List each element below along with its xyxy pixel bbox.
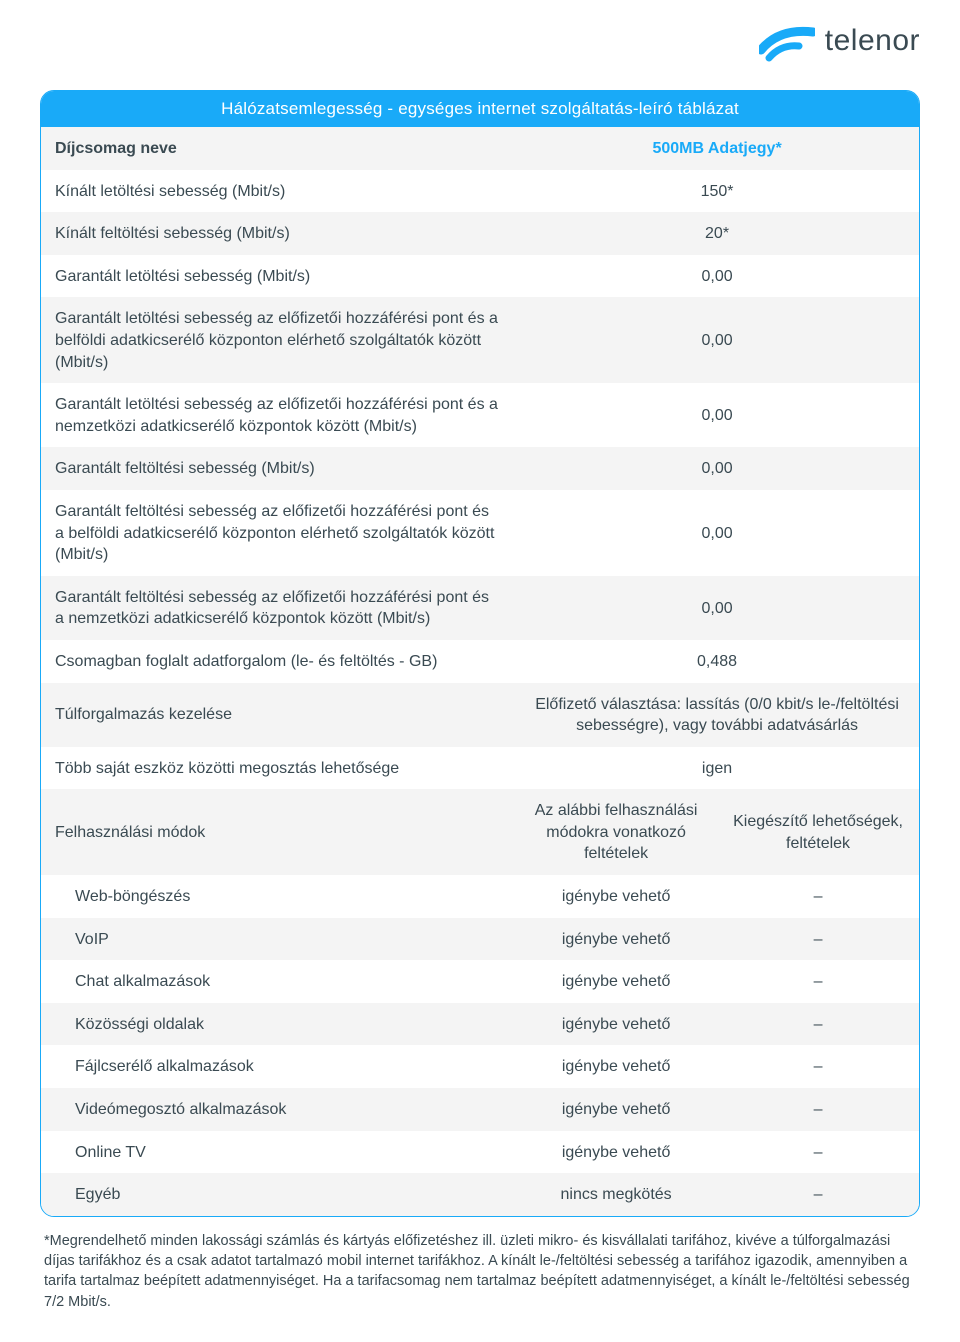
usage-values: igénybe vehető – — [515, 961, 919, 1003]
usage-row: Közösségi oldalak igénybe vehető – — [41, 1003, 919, 1046]
row-value: Előfizető választása: lassítás (0/0 kbit… — [515, 684, 919, 747]
usage-label: Videómegosztó alkalmazások — [41, 1089, 515, 1131]
table-row: Több saját eszköz közötti megosztás lehe… — [41, 747, 919, 790]
usage-header-row: Felhasználási módok Az alábbi felhasznál… — [41, 789, 919, 875]
table-row: Csomagban foglalt adatforgalom (le- és f… — [41, 640, 919, 683]
row-value: 0,00 — [515, 577, 919, 640]
usage-header-values: Az alábbi felhasználási módokra vonatkoz… — [515, 790, 919, 875]
logo-row: telenor — [40, 20, 920, 90]
usage-row: Web-böngészés igénybe vehető – — [41, 875, 919, 918]
row-label: Garantált feltöltési sebesség (Mbit/s) — [41, 448, 515, 490]
usage-c2: – — [717, 1132, 919, 1174]
row-value: 0,00 — [515, 384, 919, 447]
usage-values: nincs megkötés – — [515, 1174, 919, 1216]
row-value: 0,00 — [515, 256, 919, 298]
usage-values: igénybe vehető – — [515, 919, 919, 961]
usage-c2: – — [717, 919, 919, 961]
table-row: Garantált feltöltési sebesség (Mbit/s) 0… — [41, 447, 919, 490]
usage-c2: – — [717, 876, 919, 918]
footnote: *Megrendelhető minden lakossági számlás … — [40, 1217, 920, 1312]
usage-label: Közösségi oldalak — [41, 1004, 515, 1046]
usage-values: igénybe vehető – — [515, 1046, 919, 1088]
table-title: Hálózatsemlegesség - egységes internet s… — [41, 91, 919, 127]
usage-values: igénybe vehető – — [515, 1132, 919, 1174]
row-value: 0,00 — [515, 448, 919, 490]
row-label: Garantált letöltési sebesség az előfizet… — [41, 384, 515, 447]
usage-values: igénybe vehető – — [515, 876, 919, 918]
row-value: 20* — [515, 213, 919, 255]
row-value: 150* — [515, 171, 919, 213]
table-body: Díjcsomag neve 500MB Adatjegy* Kínált le… — [41, 127, 919, 1216]
table-row: Garantált letöltési sebesség az előfizet… — [41, 383, 919, 447]
row-value: 0,00 — [515, 491, 919, 576]
usage-row: Online TV igénybe vehető – — [41, 1131, 919, 1174]
usage-label: VoIP — [41, 919, 515, 961]
row-label: Garantált letöltési sebesség (Mbit/s) — [41, 256, 515, 298]
header-label: Díjcsomag neve — [41, 128, 515, 170]
neutrality-table: Hálózatsemlegesség - egységes internet s… — [40, 90, 920, 1217]
usage-c2: – — [717, 1174, 919, 1216]
usage-label: Online TV — [41, 1132, 515, 1174]
usage-label: Web-böngészés — [41, 876, 515, 918]
usage-header-col1: Az alábbi felhasználási módokra vonatkoz… — [515, 790, 717, 875]
usage-c1: igénybe vehető — [515, 1132, 717, 1174]
usage-row: Chat alkalmazások igénybe vehető – — [41, 960, 919, 1003]
row-label: Csomagban foglalt adatforgalom (le- és f… — [41, 641, 515, 683]
usage-c1: igénybe vehető — [515, 1046, 717, 1088]
row-value: 0,00 — [515, 298, 919, 383]
row-label: Túlforgalmazás kezelése — [41, 684, 515, 747]
usage-c1: igénybe vehető — [515, 876, 717, 918]
table-row: Garantált letöltési sebesség az előfizet… — [41, 297, 919, 383]
usage-row: Egyéb nincs megkötés – — [41, 1173, 919, 1216]
usage-c2: – — [717, 961, 919, 1003]
row-value: igen — [515, 748, 919, 790]
usage-c1: igénybe vehető — [515, 1004, 717, 1046]
table-row: Túlforgalmazás kezelése Előfizető válasz… — [41, 683, 919, 747]
usage-c1: nincs megkötés — [515, 1174, 717, 1216]
usage-c2: – — [717, 1089, 919, 1131]
usage-header-label: Felhasználási módok — [41, 790, 515, 875]
usage-c2: – — [717, 1004, 919, 1046]
row-label: Garantált feltöltési sebesség az előfize… — [41, 491, 515, 576]
usage-c1: igénybe vehető — [515, 919, 717, 961]
usage-label: Chat alkalmazások — [41, 961, 515, 1003]
row-label: Több saját eszköz közötti megosztás lehe… — [41, 748, 515, 790]
usage-c2: – — [717, 1046, 919, 1088]
table-row: Garantált feltöltési sebesség az előfize… — [41, 490, 919, 576]
table-row: Kínált letöltési sebesség (Mbit/s) 150* — [41, 170, 919, 213]
header-value: 500MB Adatjegy* — [515, 128, 919, 170]
usage-values: igénybe vehető – — [515, 1004, 919, 1046]
row-header: Díjcsomag neve 500MB Adatjegy* — [41, 127, 919, 170]
table-row: Garantált feltöltési sebesség az előfize… — [41, 576, 919, 640]
row-label: Garantált letöltési sebesség az előfizet… — [41, 298, 515, 383]
usage-c1: igénybe vehető — [515, 1089, 717, 1131]
usage-label: Fájlcserélő alkalmazások — [41, 1046, 515, 1088]
usage-row: VoIP igénybe vehető – — [41, 918, 919, 961]
table-row: Kínált feltöltési sebesség (Mbit/s) 20* — [41, 212, 919, 255]
row-label: Garantált feltöltési sebesség az előfize… — [41, 577, 515, 640]
usage-row: Videómegosztó alkalmazások igénybe vehet… — [41, 1088, 919, 1131]
usage-header-col2: Kiegészítő lehetőségek, feltételek — [717, 790, 919, 875]
usage-values: igénybe vehető – — [515, 1089, 919, 1131]
usage-row: Fájlcserélő alkalmazások igénybe vehető … — [41, 1045, 919, 1088]
row-label: Kínált feltöltési sebesség (Mbit/s) — [41, 213, 515, 255]
telenor-logo-text: telenor — [825, 24, 920, 58]
telenor-logo: telenor — [759, 20, 920, 62]
row-value: 0,488 — [515, 641, 919, 683]
usage-label: Egyéb — [41, 1174, 515, 1216]
row-label: Kínált letöltési sebesség (Mbit/s) — [41, 171, 515, 213]
table-row: Garantált letöltési sebesség (Mbit/s) 0,… — [41, 255, 919, 298]
usage-c1: igénybe vehető — [515, 961, 717, 1003]
telenor-logo-icon — [759, 20, 815, 62]
